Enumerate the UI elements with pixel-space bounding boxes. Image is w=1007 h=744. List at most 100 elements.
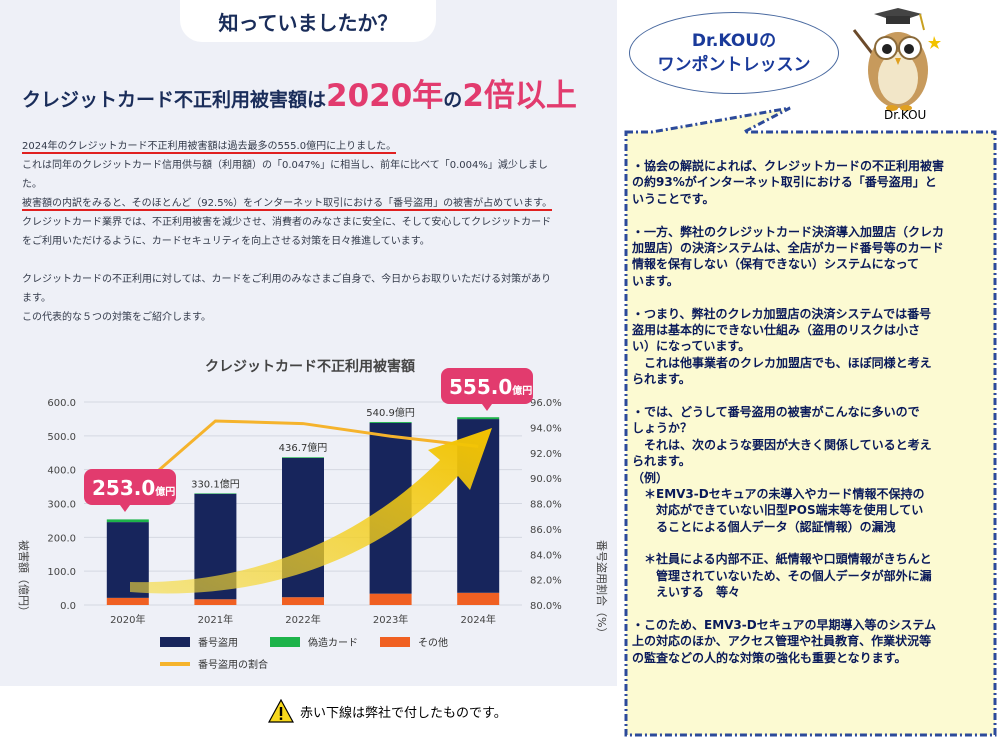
lesson-line: ＊社員による内部不正、紙情報や口頭情報がきちんと: [632, 552, 932, 567]
lesson-paragraph: ＊社員による内部不正、紙情報や口頭情報がきちんと 管理されていないため、その個人…: [632, 551, 988, 600]
bar-偽造カード: [194, 493, 237, 494]
lesson-line: （例）: [632, 470, 669, 485]
bubble-line1: Dr.KOUの: [691, 31, 777, 51]
lesson-line: ・では、どうして番号盗用の被害がこんなに多いので: [632, 405, 920, 420]
bar-その他: [282, 597, 324, 605]
y2-axis-ticks: 80.0% 82.0% 84.0% 86.0% 88.0% 90.0% 92.0% 94.0%…: [530, 398, 562, 612]
lesson-line: ・つまり、弊社のクレカ加盟店の決済システムでは番号: [632, 306, 932, 321]
lesson-line: 盗用は基本的にできない仕組み（盗用のリスクは小さ: [632, 323, 921, 338]
lesson-line: それは、次のような要因が大きく関係していると考え: [632, 437, 932, 452]
fraud-damage-chart: クレジットカード不正利用被害額 0.0 100.0 200.0 300.0 400.0 5…: [0, 340, 617, 686]
chart-title: クレジットカード不正利用被害額: [205, 358, 415, 375]
bar-偽造カード: [106, 519, 149, 523]
lesson-line: ることによる個人データ（認証情報）の漏洩: [632, 519, 896, 534]
intro-line: た。: [22, 179, 42, 190]
headline-year: 2020年: [326, 78, 444, 114]
lesson-line: い）になっています。: [632, 339, 751, 354]
legend-swatch: [270, 637, 300, 647]
intro-line: クレジットカード業界では、不正利用被害を減少させ、消費者のみなさまに安全に、そし…: [22, 217, 552, 228]
y2-tick-label: 96.0%: [530, 398, 562, 409]
bar-偽造カード: [369, 421, 412, 423]
y2-tick-label: 82.0%: [530, 576, 562, 587]
callout-2024-value: 555.0: [449, 375, 512, 399]
y2-tick-label: 80.0%: [530, 601, 562, 612]
y2-tick-label: 90.0%: [530, 474, 562, 485]
callout-2020-value: 253.0: [92, 476, 155, 500]
ratio-line: [126, 419, 479, 499]
x-tick-label: 2023年: [373, 613, 408, 626]
did-you-know-badge: 知っていましたか？: [180, 0, 436, 42]
total-label: 540.9億円: [366, 406, 415, 419]
callout-2024-unit: 億円: [512, 384, 532, 397]
measures-line: クレジットカードの不正利用に対しては、カードをご利用のみなさまご自身で、今日から…: [22, 274, 552, 285]
lesson-line: ・協会の解説によれば、クレジットカードの不正利用被害: [632, 159, 945, 173]
intro-paragraph: 2024年のクレジットカード不正利用被害額は過去最多の555.0億円に上りました…: [22, 137, 553, 251]
lesson-line: 加盟店）の決済システムは、全店がカード番号等のカード: [632, 241, 944, 256]
y-tick-label: 500.0: [47, 432, 76, 443]
y-tick-label: 300.0: [47, 500, 76, 511]
legend-label: 偽造カード: [308, 636, 358, 649]
legend-label: 番号盗用の割合: [198, 658, 268, 671]
headline-double: 2倍以上: [462, 78, 577, 114]
x-tick-label: 2020年: [110, 613, 145, 626]
lesson-paragraph: ・一方、弊社のクレジットカード決済導入加盟店（クレカ 加盟店）の決済システムは、全…: [632, 224, 988, 290]
lesson-line: 情報を保有しない（保有できない）システムになって: [632, 257, 920, 272]
y2-tick-label: 92.0%: [530, 449, 562, 460]
headline-part1: クレジットカード不正利用被害額は: [22, 89, 327, 111]
lesson-text: ・協会の解説によれば、クレジットカードの不正利用被害 の約93%がインターネット取…: [632, 158, 988, 683]
y-tick-label: 400.0: [47, 466, 76, 477]
y-tick-label: 0.0: [60, 601, 76, 612]
callout-2020: 253.0億円: [84, 469, 176, 512]
lesson-line: ・このため、EMV3-Dセキュアの早期導入等のシステム: [632, 617, 937, 632]
lesson-line: いうことです。: [632, 191, 715, 206]
measures-paragraph: クレジットカードの不正利用に対しては、カードをご利用のみなさまご自身で、今日から…: [22, 270, 551, 327]
lesson-line: 上の対応のほか、アクセス管理や社員教育、作業状況等: [632, 634, 932, 649]
lesson-line: られます。: [632, 372, 691, 387]
lesson-line: これは他事業者のクレカ加盟店でも、ほぼ同様と考え: [632, 355, 932, 370]
warning-icon: [268, 699, 294, 723]
measures-line: ます。: [22, 293, 51, 304]
bar-その他: [106, 597, 149, 605]
lesson-line: 対応ができていない旧型POS端末等を使用してい: [632, 503, 924, 518]
x-tick-label: 2021年: [198, 613, 233, 626]
y2-tick-label: 88.0%: [530, 500, 562, 511]
headline-part3: の: [443, 89, 463, 111]
y-tick-label: 100.0: [47, 567, 76, 578]
bar-その他: [457, 592, 500, 605]
article-panel: 知っていましたか？ クレジットカード不正利用被害額は 2020年 の 2倍以上 …: [0, 0, 617, 686]
legend-label: 番号盗用: [198, 636, 238, 649]
lesson-line: の約93%がインターネット取引における「番号盗用」と: [632, 175, 937, 190]
y-tick-label: 600.0: [47, 398, 76, 409]
lesson-paragraph: ・では、どうして番号盗用の被害がこんなに多いので しょうか？ それは、次のような要…: [632, 404, 988, 535]
bar-偽造カード: [282, 457, 324, 458]
y2-axis-label: 番号盗用割合（%）: [595, 540, 609, 638]
character-name: Dr.KOU: [884, 108, 927, 122]
intro-line: これは同年のクレジットカード信用供与額（利用額）の「0.047%」に相当し、前年…: [22, 160, 548, 171]
lesson-line: います。: [632, 273, 679, 288]
underlined-sentence: 2024年のクレジットカード不正利用被害額は過去最多の555.0億円に上りました…: [22, 141, 397, 154]
y-axis-ticks: 0.0 100.0 200.0 300.0 400.0 500.0 600.0: [47, 398, 76, 612]
lesson-line: 管理されていないため、その個人データが部外に漏: [632, 568, 932, 583]
legend-label: その他: [418, 636, 448, 649]
callout-2020-unit: 億円: [155, 485, 175, 498]
lesson-line: しょうか？: [632, 421, 693, 436]
bar-その他: [194, 599, 237, 605]
legend-swatch: [160, 637, 190, 647]
lesson-paragraph: ・協会の解説によれば、クレジットカードの不正利用被害 の約93%がインターネット取…: [632, 158, 988, 207]
underline-note: 赤い下線は弊社で付したものです。: [268, 696, 507, 726]
y2-tick-label: 86.0%: [530, 525, 562, 536]
measures-line: この代表的な５つの対策をご紹介します。: [22, 312, 211, 323]
lesson-title-bubble: Dr.KOUの ワンポントレッスン: [629, 12, 839, 94]
y2-tick-label: 94.0%: [530, 423, 562, 434]
total-label: 436.7億円: [279, 441, 328, 454]
x-axis-labels: 2020年 2021年 2022年 2023年 2024年: [110, 613, 496, 626]
lesson-line: ＊EMV3-Dセキュアの未導入やカード情報不保持の: [632, 487, 925, 502]
y-axis-label: 被害額（億円）: [17, 540, 31, 617]
total-labels: 330.1億円 436.7億円 540.9億円: [191, 406, 415, 490]
callout-2024: 555.0億円: [441, 368, 533, 411]
headline: クレジットカード不正利用被害額は 2020年 の 2倍以上: [22, 70, 612, 114]
underlined-sentence: 被害額の内訳をみると、そのほとんど（92.5%）をインターネット取引における「番…: [22, 198, 553, 211]
bubble-line2: ワンポントレッスン: [657, 55, 811, 75]
x-tick-label: 2022年: [285, 613, 320, 626]
